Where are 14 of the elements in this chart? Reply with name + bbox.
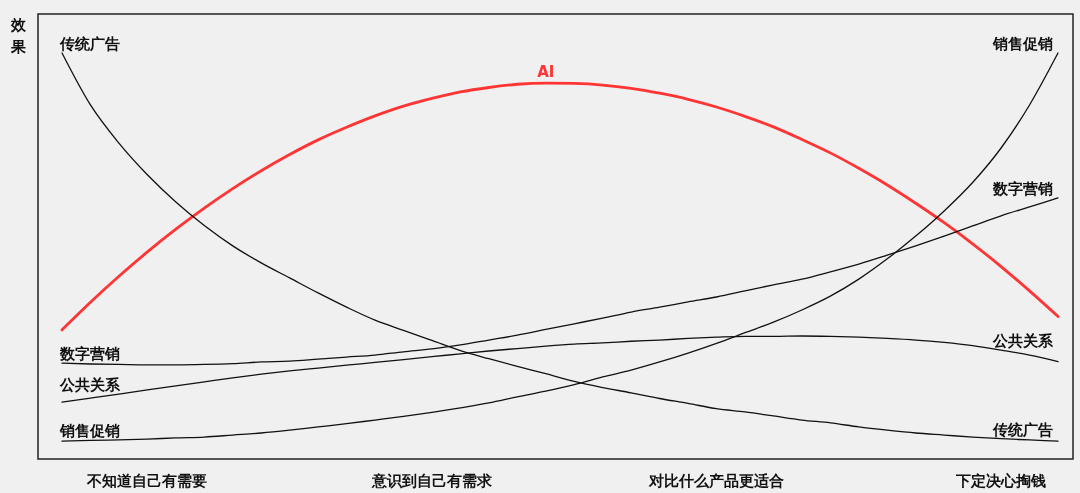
series-label: 销售促销 bbox=[59, 421, 120, 440]
series-label: AI bbox=[537, 63, 555, 82]
x-tick-label: 下定决心掏钱 bbox=[955, 472, 1047, 490]
x-tick-label: 意识到自己有需求 bbox=[370, 472, 493, 490]
x-tick-label: 不知道自己有需要 bbox=[86, 472, 208, 490]
series-label: 传统广告 bbox=[992, 420, 1053, 439]
series-label: 公共关系 bbox=[59, 376, 121, 395]
text: 数字营销 bbox=[993, 179, 1053, 198]
y-axis-title: 效果 bbox=[9, 16, 27, 56]
series-label: 数字营销 bbox=[59, 345, 120, 364]
text: 销售促销 bbox=[993, 35, 1053, 53]
text: 传统广告 bbox=[60, 35, 120, 53]
x-tick-label: 对比什么产品更适合 bbox=[648, 472, 785, 490]
text: 公共关系 bbox=[993, 332, 1053, 351]
